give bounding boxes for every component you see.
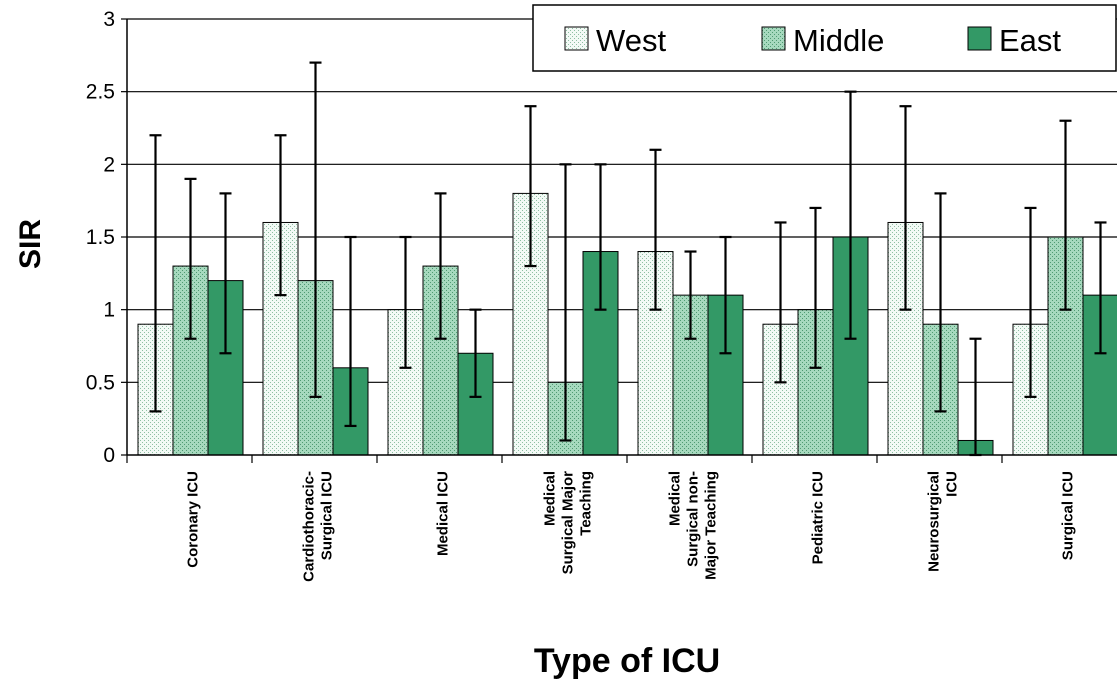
category-label: Medical ICU bbox=[435, 471, 452, 556]
bar-middle bbox=[672, 294, 709, 456]
y-axis-ticks: 0 0.5 1 1.5 2 2.5 3 bbox=[86, 8, 127, 467]
category-label: Coronary ICU bbox=[185, 471, 202, 568]
axes bbox=[126, 19, 1117, 463]
y-tick-label: 0.5 bbox=[86, 371, 115, 394]
category-label-line: Coronary ICU bbox=[185, 471, 202, 568]
legend-swatch-west bbox=[564, 26, 589, 51]
category-label: Medical Surgical Major Teaching bbox=[542, 471, 595, 575]
category-label-line: Medical bbox=[542, 471, 559, 526]
category-label: Medical Surgical non- Major Teaching bbox=[667, 471, 720, 580]
y-tick-label: 2 bbox=[103, 153, 115, 176]
category-label-line: Surgical ICU bbox=[319, 471, 336, 560]
category-label: Pediatric ICU bbox=[810, 471, 827, 564]
legend-label-east: East bbox=[999, 23, 1061, 58]
legend-swatch-east bbox=[967, 26, 992, 51]
category-label-line: Pediatric ICU bbox=[810, 471, 827, 564]
legend-label-middle: Middle bbox=[793, 23, 884, 58]
category-label-line: ICU bbox=[944, 471, 961, 497]
category-label: Cardiothoracic- Surgical ICU bbox=[301, 471, 336, 582]
x-axis-title: Type of ICU bbox=[534, 642, 720, 680]
y-tick-label: 0 bbox=[103, 444, 115, 467]
category-label-line: Major Teaching bbox=[703, 471, 720, 580]
y-tick-label: 1 bbox=[103, 299, 115, 322]
category-label-line: Medical ICU bbox=[435, 471, 452, 556]
y-tick-label: 1.5 bbox=[86, 226, 115, 249]
category-label-line: Neurosurgical bbox=[926, 471, 943, 572]
y-tick-label: 3 bbox=[103, 8, 115, 31]
category-label-line: Teaching bbox=[578, 471, 595, 536]
legend-swatch-middle bbox=[761, 26, 786, 51]
category-label-line: Surgical non- bbox=[685, 471, 702, 567]
legend-box bbox=[532, 4, 1117, 72]
legend-label-west: West bbox=[596, 23, 666, 58]
category-label: Surgical ICU bbox=[1060, 471, 1077, 560]
bars bbox=[137, 192, 1117, 456]
category-labels: Coronary ICU Cardiothoracic- Surgical ICU M… bbox=[185, 471, 1077, 582]
y-axis-title: SIR bbox=[14, 219, 47, 269]
category-label: Neurosurgical ICU bbox=[926, 471, 961, 572]
category-label-line: Cardiothoracic- bbox=[301, 471, 318, 582]
category-label-line: Medical bbox=[667, 471, 684, 526]
y-tick-label: 2.5 bbox=[86, 81, 115, 104]
category-label-line: Surgical ICU bbox=[1060, 471, 1077, 560]
category-label-line: Surgical Major bbox=[560, 471, 577, 575]
legend: West Middle East bbox=[532, 4, 1117, 72]
